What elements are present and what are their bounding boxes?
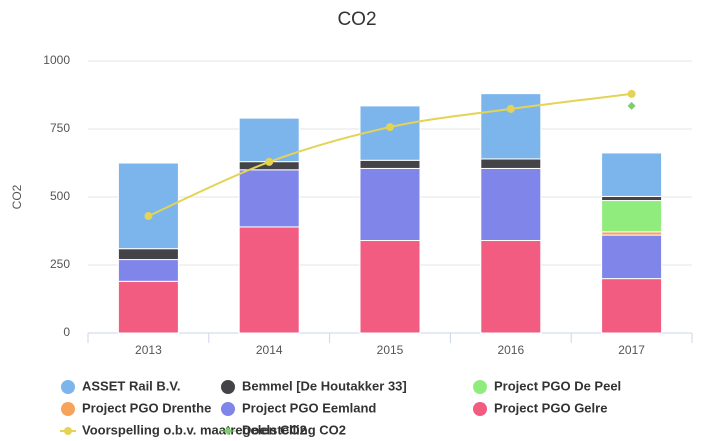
y-tick-label: 250 [50, 257, 70, 271]
bar-segment [601, 200, 663, 233]
bar-segment [601, 234, 663, 280]
legend-label: Project PGO Gelre [494, 400, 607, 415]
x-tick-label: 2014 [256, 343, 283, 357]
legend-label: Project PGO Drenthe [82, 400, 211, 415]
bar-segment [480, 240, 542, 334]
line-point [144, 212, 153, 221]
bar-segment [601, 152, 663, 197]
scatter-point [627, 101, 636, 110]
x-tick-label: 2015 [377, 343, 404, 357]
bar-segment [117, 248, 179, 261]
x-tick-label: 2013 [135, 343, 162, 357]
chart-title: CO2 [337, 9, 376, 30]
line-point [386, 123, 394, 132]
bar-segment [238, 226, 300, 334]
bar-segment [117, 280, 179, 334]
legend-label: Bemmel [De Houtakker 33] [242, 378, 407, 393]
bar-segment [238, 117, 300, 163]
legend-label: ASSET Rail B.V. [82, 378, 181, 393]
bar-segment [359, 240, 421, 334]
legend-label: Voorspelling o.b.v. maatregelen CO2 [82, 422, 307, 437]
y-tick-label: 750 [50, 121, 70, 135]
legend-marker [61, 380, 75, 394]
legend-marker [224, 427, 232, 435]
bar-segment [480, 158, 542, 169]
x-tick-label: 2016 [497, 343, 524, 357]
bar-segment [601, 195, 663, 202]
bar-segment [601, 278, 663, 334]
y-tick-label: 1000 [43, 53, 70, 67]
line-point [627, 89, 636, 98]
x-tick-label: 2017 [618, 343, 645, 357]
bar-segment [359, 159, 421, 169]
legend-marker [64, 427, 72, 435]
legend-marker [61, 402, 75, 416]
legend-label: Project PGO De Peel [494, 378, 621, 393]
bar-segment [480, 167, 542, 242]
legend-marker [221, 380, 235, 394]
bar-segment [359, 105, 421, 161]
y-tick-label: 500 [50, 189, 70, 203]
bar-segment [117, 259, 179, 282]
bar-segment [359, 167, 421, 242]
legend-label: Project PGO Eemland [242, 400, 376, 415]
legend-marker [473, 380, 487, 394]
y-tick-label: 0 [63, 325, 70, 339]
y-axis-label: CO2 [10, 184, 24, 209]
line-point [265, 157, 274, 166]
bar-segment [480, 93, 542, 160]
line-point [506, 104, 515, 113]
legend-label: Doelstelling CO2 [242, 422, 346, 437]
bar-segment [238, 169, 300, 228]
legend-marker [473, 402, 487, 416]
legend-marker [221, 402, 235, 416]
